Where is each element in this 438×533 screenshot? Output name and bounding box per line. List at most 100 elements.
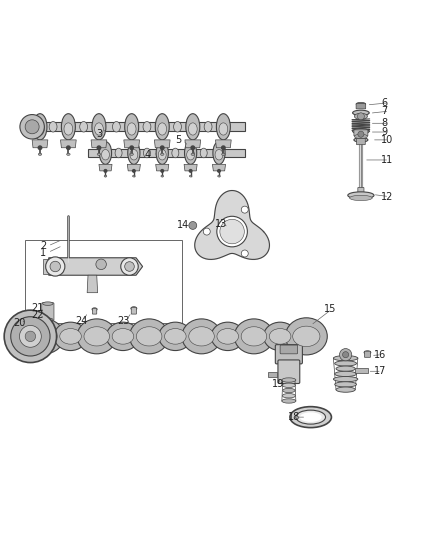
- Ellipse shape: [128, 142, 140, 164]
- Ellipse shape: [97, 153, 101, 156]
- Circle shape: [160, 146, 164, 149]
- Ellipse shape: [354, 138, 368, 142]
- Ellipse shape: [186, 114, 200, 140]
- Ellipse shape: [283, 383, 295, 387]
- Circle shape: [189, 169, 192, 172]
- Ellipse shape: [130, 149, 138, 160]
- Polygon shape: [185, 140, 201, 148]
- Text: 23: 23: [118, 316, 130, 326]
- Circle shape: [133, 169, 135, 172]
- Ellipse shape: [286, 318, 327, 355]
- Ellipse shape: [42, 318, 53, 321]
- Ellipse shape: [104, 175, 107, 177]
- Circle shape: [38, 146, 42, 149]
- Polygon shape: [22, 123, 245, 131]
- Circle shape: [218, 169, 220, 172]
- Ellipse shape: [64, 123, 73, 135]
- Ellipse shape: [217, 328, 239, 344]
- Text: 21: 21: [31, 303, 44, 313]
- FancyBboxPatch shape: [356, 103, 366, 109]
- Circle shape: [358, 131, 364, 138]
- Ellipse shape: [213, 142, 225, 164]
- Ellipse shape: [353, 110, 369, 116]
- Ellipse shape: [130, 153, 134, 156]
- Text: 9: 9: [381, 127, 388, 137]
- Ellipse shape: [32, 327, 57, 346]
- Ellipse shape: [269, 328, 291, 344]
- Polygon shape: [184, 164, 197, 171]
- Ellipse shape: [92, 308, 97, 311]
- Ellipse shape: [60, 328, 81, 344]
- Ellipse shape: [211, 322, 244, 351]
- Text: 24: 24: [75, 316, 87, 326]
- Polygon shape: [91, 140, 107, 148]
- Bar: [25, 240, 182, 323]
- Ellipse shape: [191, 153, 194, 156]
- Ellipse shape: [283, 393, 295, 398]
- Ellipse shape: [125, 114, 139, 140]
- Text: 8: 8: [381, 118, 388, 128]
- Text: 7: 7: [381, 106, 388, 116]
- Polygon shape: [32, 140, 48, 148]
- Ellipse shape: [33, 114, 47, 140]
- Polygon shape: [155, 164, 169, 171]
- Polygon shape: [88, 149, 245, 157]
- Ellipse shape: [54, 322, 87, 351]
- Ellipse shape: [35, 123, 44, 135]
- Ellipse shape: [102, 149, 110, 160]
- Ellipse shape: [282, 399, 296, 403]
- Circle shape: [241, 206, 248, 213]
- Polygon shape: [355, 368, 368, 374]
- Polygon shape: [195, 190, 269, 260]
- Ellipse shape: [95, 123, 103, 135]
- Ellipse shape: [112, 328, 134, 344]
- Circle shape: [125, 262, 134, 271]
- Ellipse shape: [204, 122, 212, 132]
- Polygon shape: [154, 140, 170, 148]
- Polygon shape: [215, 140, 231, 148]
- Text: 20: 20: [13, 318, 25, 328]
- FancyBboxPatch shape: [358, 188, 364, 195]
- Ellipse shape: [160, 153, 164, 156]
- Ellipse shape: [218, 175, 220, 177]
- Text: 2: 2: [40, 241, 46, 251]
- Ellipse shape: [219, 123, 228, 135]
- FancyBboxPatch shape: [276, 345, 302, 364]
- FancyBboxPatch shape: [278, 360, 300, 384]
- Ellipse shape: [364, 351, 371, 354]
- Circle shape: [222, 146, 225, 149]
- Ellipse shape: [290, 407, 332, 427]
- FancyBboxPatch shape: [131, 308, 137, 314]
- Circle shape: [161, 169, 163, 172]
- Ellipse shape: [158, 123, 166, 135]
- Circle shape: [67, 146, 70, 149]
- FancyBboxPatch shape: [357, 139, 365, 144]
- Ellipse shape: [156, 142, 168, 164]
- Ellipse shape: [184, 142, 197, 164]
- Polygon shape: [43, 259, 49, 274]
- Text: 17: 17: [374, 366, 386, 376]
- FancyBboxPatch shape: [42, 303, 54, 321]
- Circle shape: [191, 146, 194, 149]
- Circle shape: [25, 120, 39, 134]
- Ellipse shape: [296, 410, 325, 424]
- FancyBboxPatch shape: [43, 319, 53, 328]
- Ellipse shape: [241, 327, 267, 346]
- Polygon shape: [124, 140, 140, 148]
- Ellipse shape: [335, 361, 357, 366]
- FancyBboxPatch shape: [364, 351, 371, 357]
- Ellipse shape: [200, 148, 207, 158]
- Ellipse shape: [84, 327, 110, 346]
- Text: 3: 3: [96, 129, 102, 139]
- Ellipse shape: [25, 319, 64, 354]
- Ellipse shape: [356, 102, 366, 106]
- Ellipse shape: [165, 328, 186, 344]
- Text: 22: 22: [31, 310, 44, 319]
- Text: 12: 12: [381, 192, 394, 201]
- Polygon shape: [49, 258, 143, 275]
- Ellipse shape: [42, 302, 53, 305]
- Polygon shape: [268, 372, 277, 376]
- Ellipse shape: [189, 175, 192, 177]
- Text: 11: 11: [381, 155, 394, 165]
- Polygon shape: [87, 275, 98, 293]
